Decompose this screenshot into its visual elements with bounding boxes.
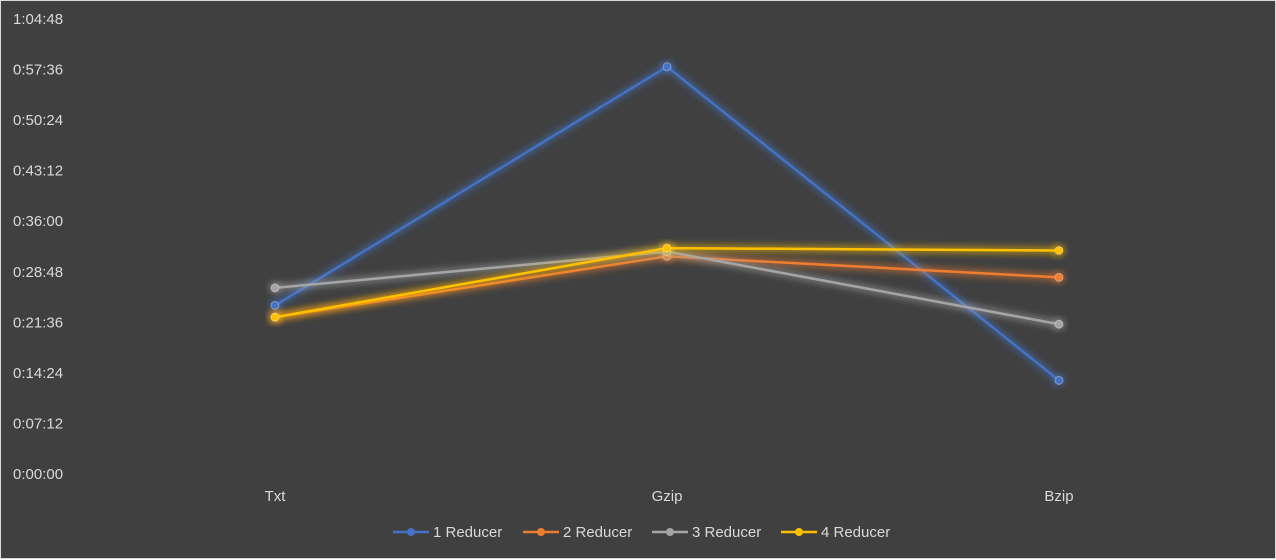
data-point	[270, 312, 280, 322]
y-tick-label: 0:00:00	[13, 466, 63, 483]
data-point	[662, 62, 672, 72]
legend-marker	[666, 528, 674, 536]
legend-label: 3 Reducer	[692, 524, 761, 541]
x-tick-label: Bzip	[1044, 488, 1073, 505]
x-tick-label: Txt	[265, 488, 287, 505]
legend-label: 4 Reducer	[821, 524, 890, 541]
y-tick-label: 0:43:12	[13, 163, 63, 180]
data-point	[662, 243, 672, 253]
legend: 1 Reducer 2 Reducer 3 Reducer 4 Reducer	[393, 524, 890, 541]
series-glow	[273, 63, 1062, 384]
data-point	[270, 283, 280, 293]
y-tick-label: 0:21:36	[13, 314, 63, 331]
data-point	[1054, 319, 1064, 329]
legend-item: 2 Reducer	[523, 524, 632, 541]
y-tick-label: 0:07:12	[13, 415, 63, 432]
x-tick-label: Gzip	[652, 488, 683, 505]
series-1-reducer	[268, 60, 1066, 387]
data-point	[270, 300, 280, 310]
y-tick-label: 1:04:48	[13, 11, 63, 28]
legend-item: 3 Reducer	[652, 524, 761, 541]
data-point	[1054, 375, 1064, 385]
y-tick-label: 0:36:00	[13, 213, 63, 230]
y-tick-label: 0:28:48	[13, 264, 63, 281]
legend-item: 4 Reducer	[781, 524, 890, 541]
y-tick-label: 0:57:36	[13, 62, 63, 79]
y-tick-label: 0:14:24	[13, 365, 63, 382]
series-line	[274, 65, 1060, 382]
x-axis: Txt Gzip Bzip	[265, 488, 1074, 505]
legend-marker	[795, 528, 803, 536]
y-tick-label: 0:50:24	[13, 112, 63, 129]
y-axis: 0:00:00 0:07:12 0:14:24 0:21:36 0:28:48 0:36:…	[13, 11, 63, 483]
series-layer	[268, 60, 1066, 387]
data-point	[1054, 272, 1064, 282]
legend-label: 2 Reducer	[563, 524, 632, 541]
legend-marker	[537, 528, 545, 536]
legend-marker	[407, 528, 415, 536]
legend-item: 1 Reducer	[393, 524, 502, 541]
legend-label: 1 Reducer	[433, 524, 502, 541]
data-point	[1054, 245, 1064, 255]
series-4-reducer	[268, 241, 1066, 324]
